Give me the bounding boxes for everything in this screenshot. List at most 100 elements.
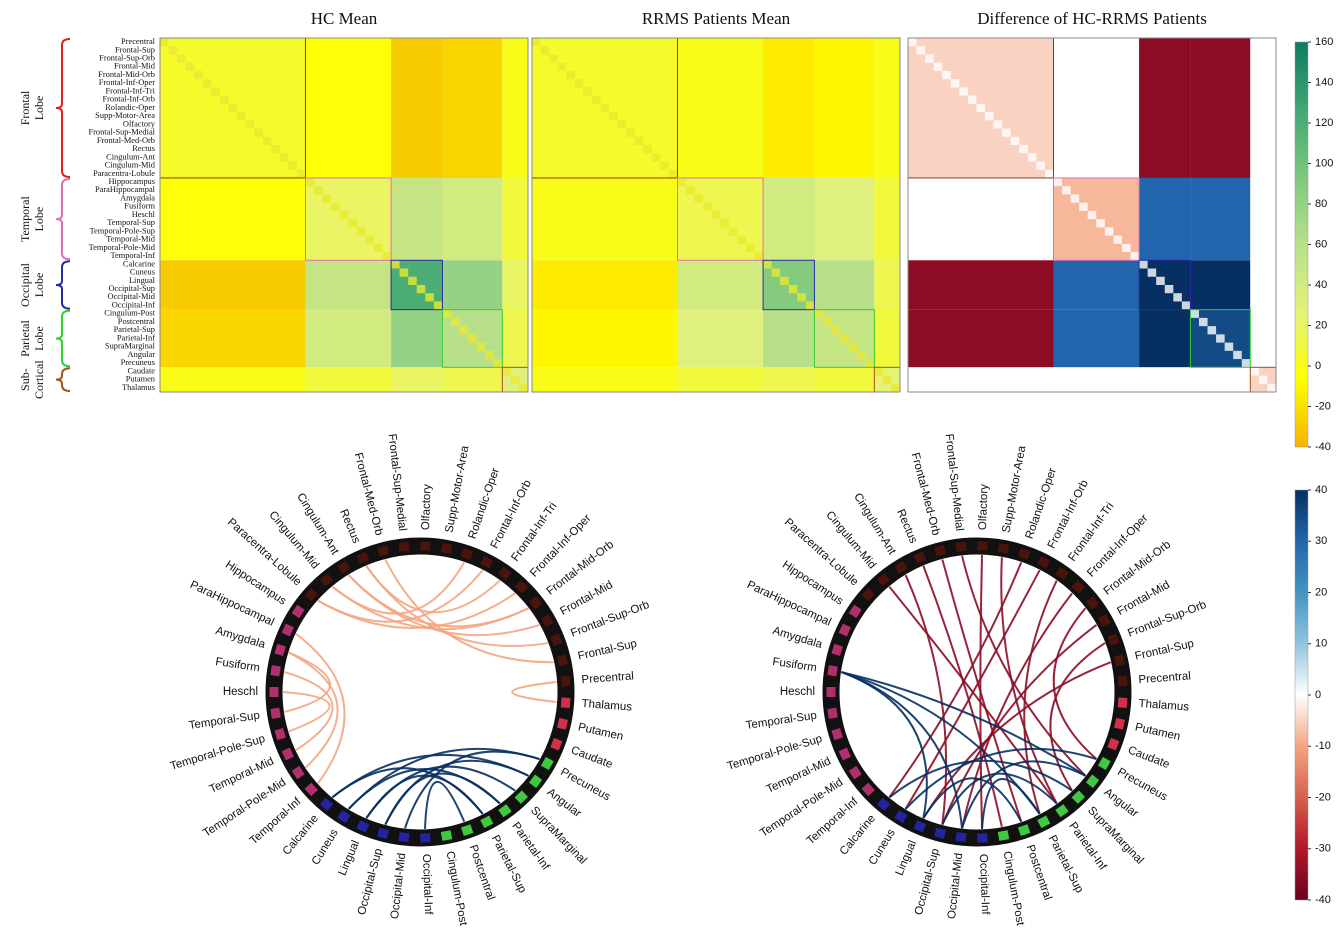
ring-segment [420, 833, 431, 843]
heatmap-title: Difference of HC-RRMS Patients [977, 9, 1207, 28]
diagonal-cell [771, 268, 781, 277]
lobe-label: Lobe [32, 207, 46, 232]
row-label: Temporal-Inf [110, 251, 155, 260]
row-label: Fusiform [124, 202, 155, 211]
colorbar-label: -20 [1315, 400, 1331, 412]
row-label: Precuneus [121, 358, 155, 367]
region-label: Frontal-Sup-Medial [943, 433, 966, 532]
colorbar-label: 0 [1315, 689, 1321, 701]
ring-segment [514, 580, 529, 594]
chord-link [1052, 607, 1098, 760]
diagonal-cell [583, 87, 592, 96]
heatmap-cell [1139, 367, 1191, 392]
ring-segment [831, 643, 843, 657]
diagonal-cell [797, 293, 806, 302]
diagonal-cell [976, 103, 986, 113]
ring-segment [540, 613, 554, 628]
diagonal-cell [194, 70, 203, 80]
ring-segment [319, 573, 334, 587]
chord-link [347, 574, 529, 628]
diagonal-cell [660, 161, 669, 170]
diagonal-cell [296, 169, 306, 178]
diagonal-cell [219, 95, 229, 104]
colorbar [1294, 489, 1309, 901]
diagonal-cell [840, 334, 849, 343]
ring-segment [480, 555, 494, 569]
ring-segment [1055, 804, 1069, 818]
chord-link [961, 760, 1086, 829]
lobe-box [1138, 259, 1191, 311]
diagonal-cell [1096, 219, 1105, 228]
diagonal-cell [814, 309, 823, 318]
row-label: ParaHippocampal [95, 185, 156, 194]
ring-segment [281, 623, 295, 637]
colorbar-label: 140 [1315, 76, 1333, 88]
diagonal-cell [1250, 367, 1259, 376]
colorbar-label: 120 [1315, 117, 1333, 129]
diagonal-cell [1010, 136, 1020, 146]
lobe-label: Lobe [32, 326, 46, 351]
lobe-label: Temporal [18, 196, 32, 242]
ring-segment [1117, 676, 1128, 687]
colorbar-label: 40 [1315, 484, 1327, 496]
diagonal-cell [950, 79, 960, 88]
region-label: Heschl [780, 686, 815, 698]
ring-segment [1017, 824, 1031, 837]
region-label: Amygdala [214, 625, 267, 651]
row-label: Rectus [132, 144, 155, 153]
ring-segment [934, 545, 947, 557]
heatmap-cell [874, 177, 900, 261]
heatmap-cell [442, 260, 503, 310]
diagonal-cell [643, 145, 652, 154]
region-label: Caudate [569, 744, 614, 771]
ring-segment [861, 782, 875, 797]
ring-segment [861, 587, 875, 602]
row-label: Hippocampus [108, 177, 155, 186]
heatmap-cell [160, 177, 306, 261]
ring-segment [557, 717, 568, 730]
chord-link [365, 565, 501, 614]
row-label: Temporal-Pole-Sup [90, 226, 155, 235]
heatmap-cell [908, 260, 1054, 310]
chord-link [424, 780, 466, 829]
heatmap-cell [391, 177, 443, 261]
heatmap-cell [502, 38, 528, 178]
colorbar-label: 160 [1315, 36, 1333, 48]
chord-link [511, 681, 557, 703]
diagonal-cell [228, 103, 238, 113]
chord-link [1049, 642, 1106, 792]
region-label: Frontal-Sup-Medial [386, 433, 409, 532]
diagonal-cell [1207, 326, 1217, 335]
chord-link [981, 778, 1041, 829]
diagonal-cell [788, 284, 798, 294]
diagonal-cell [668, 169, 678, 178]
region-label: Rectus [894, 508, 919, 546]
diagonal-cell [916, 46, 926, 55]
ring-segment [269, 687, 279, 697]
heatmap-cell [532, 367, 678, 392]
region-label: Postcentral [1024, 843, 1054, 901]
diagonal-cell [634, 136, 644, 146]
row-label: Temporal-Sup [107, 218, 155, 227]
ring-segment [955, 832, 967, 843]
colorbar-label: -20 [1315, 791, 1331, 803]
ring-segment [281, 747, 295, 761]
lobe-brace [55, 260, 71, 310]
lobe-box [441, 309, 503, 368]
chord-link [941, 559, 1023, 822]
heatmap-cell [874, 38, 900, 178]
diagonal-cell [408, 276, 417, 285]
heatmap-cell [160, 367, 306, 392]
diagonal-cell [591, 95, 601, 104]
row-label: Cingulum-Mid [105, 161, 156, 170]
ring-segment [270, 665, 281, 677]
ring-segment [997, 830, 1010, 841]
diagonal-cell [185, 62, 195, 71]
heatmap-cell [1139, 309, 1191, 368]
lobe-label: Cortical [32, 360, 46, 399]
diagonal-cell [331, 202, 340, 211]
lobe-label: Occipital [18, 262, 32, 307]
ring-segment [934, 827, 947, 839]
ring-segment [1085, 596, 1100, 610]
diagonal-cell [532, 38, 541, 47]
